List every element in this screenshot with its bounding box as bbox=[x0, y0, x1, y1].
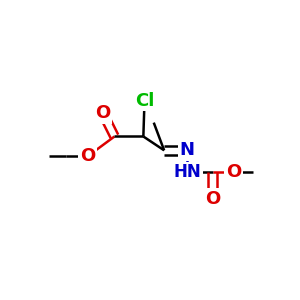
Text: HN: HN bbox=[173, 163, 201, 181]
Text: O: O bbox=[95, 104, 111, 122]
Text: N: N bbox=[180, 141, 195, 159]
Text: Cl: Cl bbox=[135, 92, 154, 110]
Text: O: O bbox=[226, 163, 241, 181]
Text: O: O bbox=[80, 147, 95, 165]
Text: O: O bbox=[205, 190, 220, 208]
